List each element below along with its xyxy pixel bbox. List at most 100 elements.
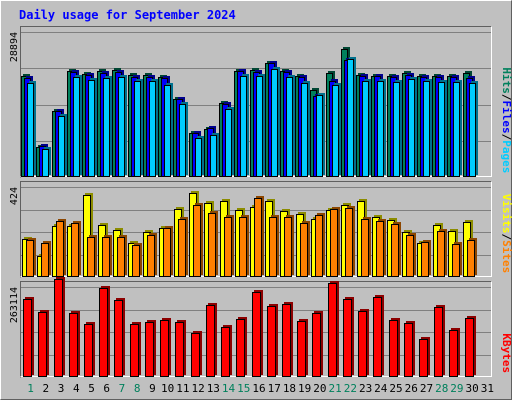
bar-pages (438, 82, 445, 177)
x-axis-day-label: 16 (252, 382, 265, 395)
bar-sites (71, 223, 79, 277)
bar-pages (332, 85, 339, 177)
panel-kbytes: 263114 KBytes (9, 277, 512, 378)
x-axis-day-label: 28 (435, 382, 448, 395)
bar-sites (163, 228, 171, 277)
bar-pages (225, 109, 232, 177)
x-axis-day-label: 29 (450, 382, 463, 395)
bar-sites (330, 209, 338, 277)
panel-side-legend: KBytes (500, 333, 512, 373)
x-axis-day-label: 15 (237, 382, 250, 395)
bar-kbytes (358, 311, 367, 377)
side-legend-label: KBytes (500, 333, 512, 373)
bar-sites (452, 244, 460, 277)
bar-kbytes (312, 313, 321, 377)
x-axis-day-label: 8 (134, 382, 141, 395)
series-pages (27, 57, 478, 177)
bar-kbytes (175, 322, 184, 377)
x-axis-day-label: 3 (58, 382, 65, 395)
bar-pages (195, 138, 202, 177)
x-axis-day-label: 11 (176, 382, 189, 395)
bar-pages (42, 149, 49, 177)
bar-sites (56, 221, 64, 277)
side-legend-label: Pages (500, 140, 512, 173)
bar-pages (164, 85, 171, 177)
bar-kbytes (343, 299, 352, 377)
y-axis-tick-label: 263114 (9, 287, 20, 323)
bar-sites (239, 217, 247, 277)
x-axis-day-label: 26 (405, 382, 418, 395)
x-axis-day-label: 13 (207, 382, 220, 395)
bar-sites (102, 237, 110, 277)
bar-sites (467, 240, 475, 277)
y-axis-tick-label: 28894 (9, 32, 20, 62)
bar-kbytes (328, 283, 337, 377)
bar-kbytes (252, 292, 261, 377)
x-axis-day-label: 4 (73, 382, 80, 395)
bar-kbytes (23, 299, 32, 377)
bar-pages (301, 83, 308, 177)
x-axis-day-label: 6 (103, 382, 110, 395)
bar-kbytes (465, 318, 474, 377)
bar-sites (406, 235, 414, 277)
chart-title: Daily usage for September 2024 (19, 8, 236, 22)
side-legend-label: Hits (500, 67, 512, 94)
x-axis-day-label: 9 (149, 382, 156, 395)
bar-pages (316, 95, 323, 177)
bar-pages (149, 81, 156, 177)
x-axis-day-label: 10 (161, 382, 174, 395)
bar-pages (210, 135, 217, 177)
x-axis-day-label: 7 (119, 382, 126, 395)
bar-sites (300, 223, 308, 277)
bar-sites (193, 205, 201, 277)
series-sites (26, 196, 477, 277)
bar-pages (377, 81, 384, 177)
bar-pages (469, 83, 476, 177)
side-legend-label: Files (500, 101, 512, 134)
side-legend-label: / (500, 234, 512, 241)
bar-sites (345, 208, 353, 277)
bar-pages (423, 81, 430, 177)
bar-sites (208, 213, 216, 277)
panel-hits-files-pages: 28894 Hits/Files/Pages (9, 26, 512, 178)
bar-kbytes (99, 288, 108, 377)
bar-kbytes (69, 313, 78, 377)
bar-pages (271, 69, 278, 177)
bar-sites (437, 231, 445, 277)
bar-sites (87, 237, 95, 277)
bar-sites (132, 245, 140, 277)
bar-pages (134, 81, 141, 177)
x-axis-day-label: 1 (27, 382, 34, 395)
x-axis-day-label: 19 (298, 382, 311, 395)
x-axis-day-label: 21 (329, 382, 342, 395)
x-axis-day-label: 12 (191, 382, 204, 395)
bar-sites (421, 242, 429, 277)
bar-kbytes (236, 319, 245, 377)
bar-sites (178, 219, 186, 277)
bar-sites (26, 240, 34, 277)
bar-pages (408, 79, 415, 177)
bar-pages (73, 77, 80, 177)
bar-sites (284, 217, 292, 277)
bar-kbytes (404, 323, 413, 377)
bar-sites (391, 224, 399, 277)
bar-pages (256, 76, 263, 177)
bar-kbytes (54, 279, 63, 377)
bar-pages (103, 78, 110, 177)
bar-kbytes (389, 320, 398, 377)
bar-kbytes (373, 297, 382, 377)
bar-kbytes (221, 327, 230, 377)
bar-kbytes (84, 324, 93, 377)
bar-pages (453, 82, 460, 177)
side-legend-label: Sites (500, 240, 512, 273)
bar-pages (286, 77, 293, 177)
bar-pages (240, 76, 247, 177)
panel-side-legend: Hits/Files/Pages (500, 67, 512, 173)
y-axis-tick-label: 424 (9, 187, 20, 205)
x-axis-day-label: 23 (359, 382, 372, 395)
bar-sites (254, 198, 262, 277)
bar-pages (347, 59, 354, 177)
